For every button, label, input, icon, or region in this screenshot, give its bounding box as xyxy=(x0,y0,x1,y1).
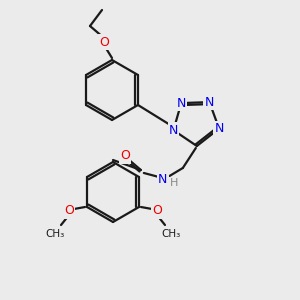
Text: CH₃: CH₃ xyxy=(45,229,64,239)
Text: O: O xyxy=(152,205,162,218)
Text: N: N xyxy=(214,122,224,135)
Text: O: O xyxy=(120,149,130,163)
Text: N: N xyxy=(169,124,178,137)
Text: CH₃: CH₃ xyxy=(161,229,181,239)
Text: N: N xyxy=(158,173,167,187)
Text: H: H xyxy=(170,178,178,188)
Text: O: O xyxy=(64,205,74,218)
Text: N: N xyxy=(205,96,214,109)
Text: O: O xyxy=(99,35,109,49)
Text: N: N xyxy=(176,97,186,110)
